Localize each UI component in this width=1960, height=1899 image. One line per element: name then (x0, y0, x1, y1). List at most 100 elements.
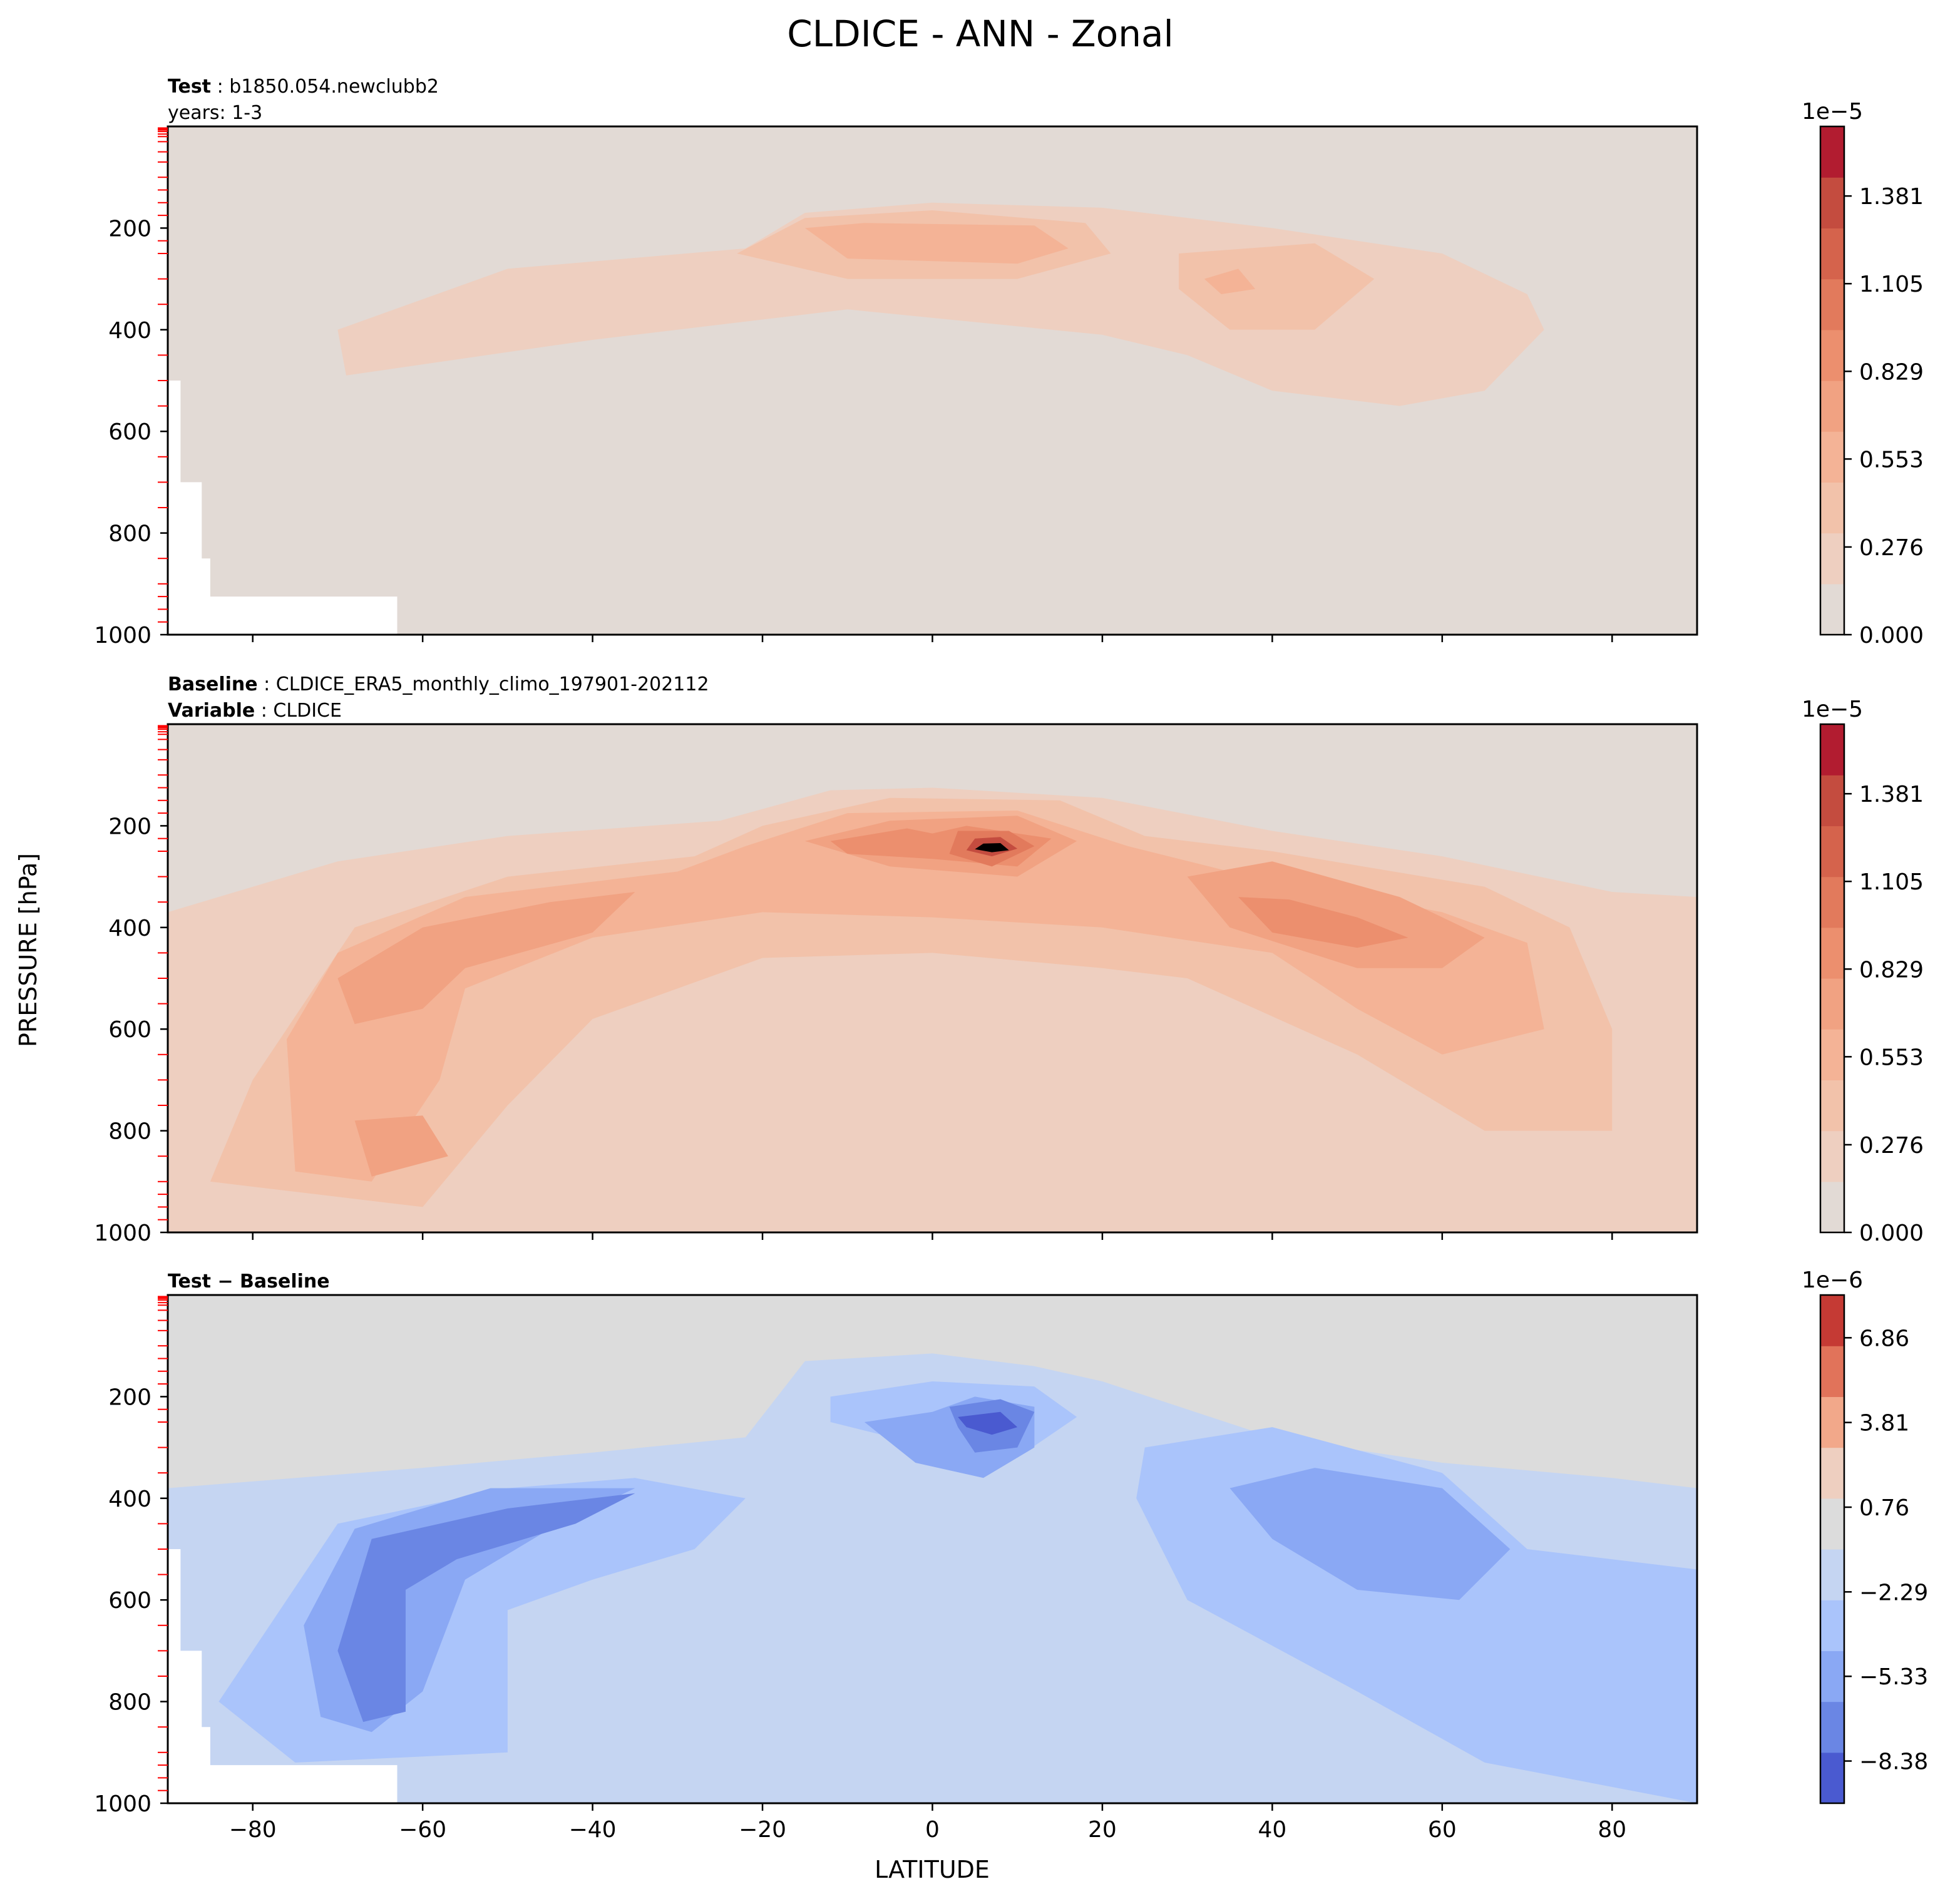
y-tick-label: 1000 (94, 623, 151, 648)
colorbar-tick-label: 0.76 (1859, 1495, 1909, 1521)
panel-test: 200 400 600 800 1000 Test : b1850.054.newclub… (94, 76, 1924, 648)
colorbar-tick-label: 0.553 (1859, 1045, 1924, 1070)
colorbar-segment (1820, 177, 1844, 228)
y-tick-label: 200 (108, 216, 151, 242)
info-bold-label: Test − Baseline (168, 1271, 330, 1292)
colorbar-tick-label: 1.381 (1859, 184, 1924, 210)
y-tick-label: 800 (108, 1119, 151, 1145)
colorbar-exponent: 1e−5 (1802, 99, 1863, 125)
x-tick-label: −60 (399, 1817, 446, 1843)
colorbar-segment (1820, 1396, 1844, 1448)
colorbar-tick-label: 0.276 (1859, 1133, 1924, 1159)
colorbar-tick-label: 1.381 (1859, 782, 1924, 807)
colorbar-tick-label: 0.829 (1859, 359, 1924, 385)
colorbar-segment (1820, 1181, 1844, 1233)
colorbar: 0.000 0.276 0.553 0.829 1.105 1.381 1e−5 (1802, 697, 1924, 1246)
info-value: : b1850.054.newclubb2 (211, 76, 439, 98)
info-bold-label: Test (168, 76, 211, 98)
contour-region-11 (975, 843, 1009, 852)
x-tick-label: −20 (739, 1817, 786, 1843)
contour-region-3 (337, 892, 635, 1025)
colorbar-segment (1820, 1651, 1844, 1702)
colorbar-segment (1820, 1701, 1844, 1753)
colorbar-segment (1820, 126, 1844, 178)
colorbar-frame (1819, 125, 1845, 636)
x-tick-label: 0 (925, 1817, 940, 1843)
colorbar-segment (1820, 1130, 1844, 1182)
colorbar-tick-label: 1.105 (1859, 272, 1924, 297)
colorbar-segment (1820, 1080, 1844, 1132)
info-bold-label: Variable (168, 700, 255, 722)
y-tick-label: 800 (108, 1690, 151, 1716)
y-tick-label: 400 (108, 1487, 151, 1512)
colorbar-segment (1820, 381, 1844, 432)
x-tick-label: 80 (1598, 1817, 1626, 1843)
colorbar-segment (1820, 583, 1844, 635)
colorbar-tick-label: −5.33 (1859, 1664, 1928, 1690)
y-tick-label: 400 (108, 318, 151, 344)
y-tick-label: 600 (108, 419, 151, 445)
panel-info-line: Test − Baseline (168, 1271, 330, 1292)
panel-baseline: 200 400 600 800 1000 Baseline : CLDICE_ERA5_m… (94, 673, 1924, 1246)
colorbar-exponent: 1e−5 (1802, 697, 1863, 722)
colorbar: 0.000 0.276 0.553 0.829 1.105 1.381 1e−5 (1802, 99, 1924, 648)
colorbar-tick-label: 6.86 (1859, 1326, 1909, 1351)
y-tick-label: 600 (108, 1017, 151, 1043)
figure-title: CLDICE - ANN - Zonal (787, 13, 1173, 55)
colorbar-segment (1820, 533, 1844, 585)
colorbar-segment (1820, 927, 1844, 979)
colorbar-segment (1820, 1752, 1844, 1804)
y-tick-label: 600 (108, 1588, 151, 1614)
x-tick-label: 60 (1428, 1817, 1457, 1843)
y-tick-label: 200 (108, 1385, 151, 1410)
colorbar-segment (1820, 1346, 1844, 1397)
y-tick-label: 400 (108, 916, 151, 941)
colorbar-tick-label: 0.553 (1859, 447, 1924, 473)
colorbar-tick-label: 0.000 (1859, 1221, 1924, 1246)
contour-region-7 (337, 1493, 635, 1722)
colorbar-segment (1820, 228, 1844, 280)
colorbar-segment (1820, 279, 1844, 330)
y-axis-title: PRESSURE [hPa] (14, 853, 42, 1047)
colorbar-tick-label: 0.276 (1859, 535, 1924, 561)
colorbar-segment (1820, 876, 1844, 928)
x-tick-label: 40 (1258, 1817, 1286, 1843)
info-value: years: 1-3 (168, 102, 262, 124)
contour-region-3 (804, 223, 1069, 264)
missing-data-mask (168, 381, 398, 635)
colorbar-segment (1820, 978, 1844, 1030)
contour-region-6 (1229, 1468, 1511, 1600)
contour-region-9 (958, 1411, 1018, 1435)
y-tick-label: 1000 (94, 1221, 151, 1246)
panel-info-line: years: 1-3 (168, 102, 262, 124)
colorbar-tick-label: −8.38 (1859, 1749, 1928, 1775)
colorbar-tick-label: 3.81 (1859, 1411, 1909, 1436)
x-axis-title: LATITUDE (875, 1856, 990, 1883)
colorbar-segment (1820, 1295, 1844, 1346)
colorbar-segment (1820, 329, 1844, 381)
colorbar-segment (1820, 775, 1844, 826)
colorbar-tick-label: −2.29 (1859, 1580, 1928, 1605)
colorbar-frame (1819, 1294, 1845, 1804)
colorbar: −8.38 −5.33 −2.29 0.76 3.81 6.86 1e−6 (1802, 1267, 1928, 1804)
colorbar-segment (1820, 724, 1844, 775)
colorbar-tick-label: 0.000 (1859, 623, 1924, 648)
x-tick-label: −80 (229, 1817, 277, 1843)
y-tick-label: 1000 (94, 1791, 151, 1817)
info-bold-label: Baseline (168, 673, 258, 695)
info-value: : CLDICE (255, 700, 342, 722)
colorbar-segment (1820, 482, 1844, 534)
colorbar-segment (1820, 1447, 1844, 1499)
contour-region-4 (354, 1115, 448, 1177)
panel-info-line: Test : b1850.054.newclubb2 (168, 76, 439, 98)
colorbar-segment (1820, 826, 1844, 878)
colorbar-segment (1820, 431, 1844, 483)
colorbar-frame (1819, 723, 1845, 1234)
info-value: : CLDICE_ERA5_monthly_climo_197901-20211… (258, 673, 709, 695)
colorbar-tick-label: 0.829 (1859, 957, 1924, 983)
colorbar-segment (1820, 1029, 1844, 1080)
x-tick-label: 20 (1088, 1817, 1117, 1843)
panel-info-line: Baseline : CLDICE_ERA5_monthly_climo_197… (168, 673, 709, 695)
panel-info-line: Variable : CLDICE (168, 700, 342, 722)
